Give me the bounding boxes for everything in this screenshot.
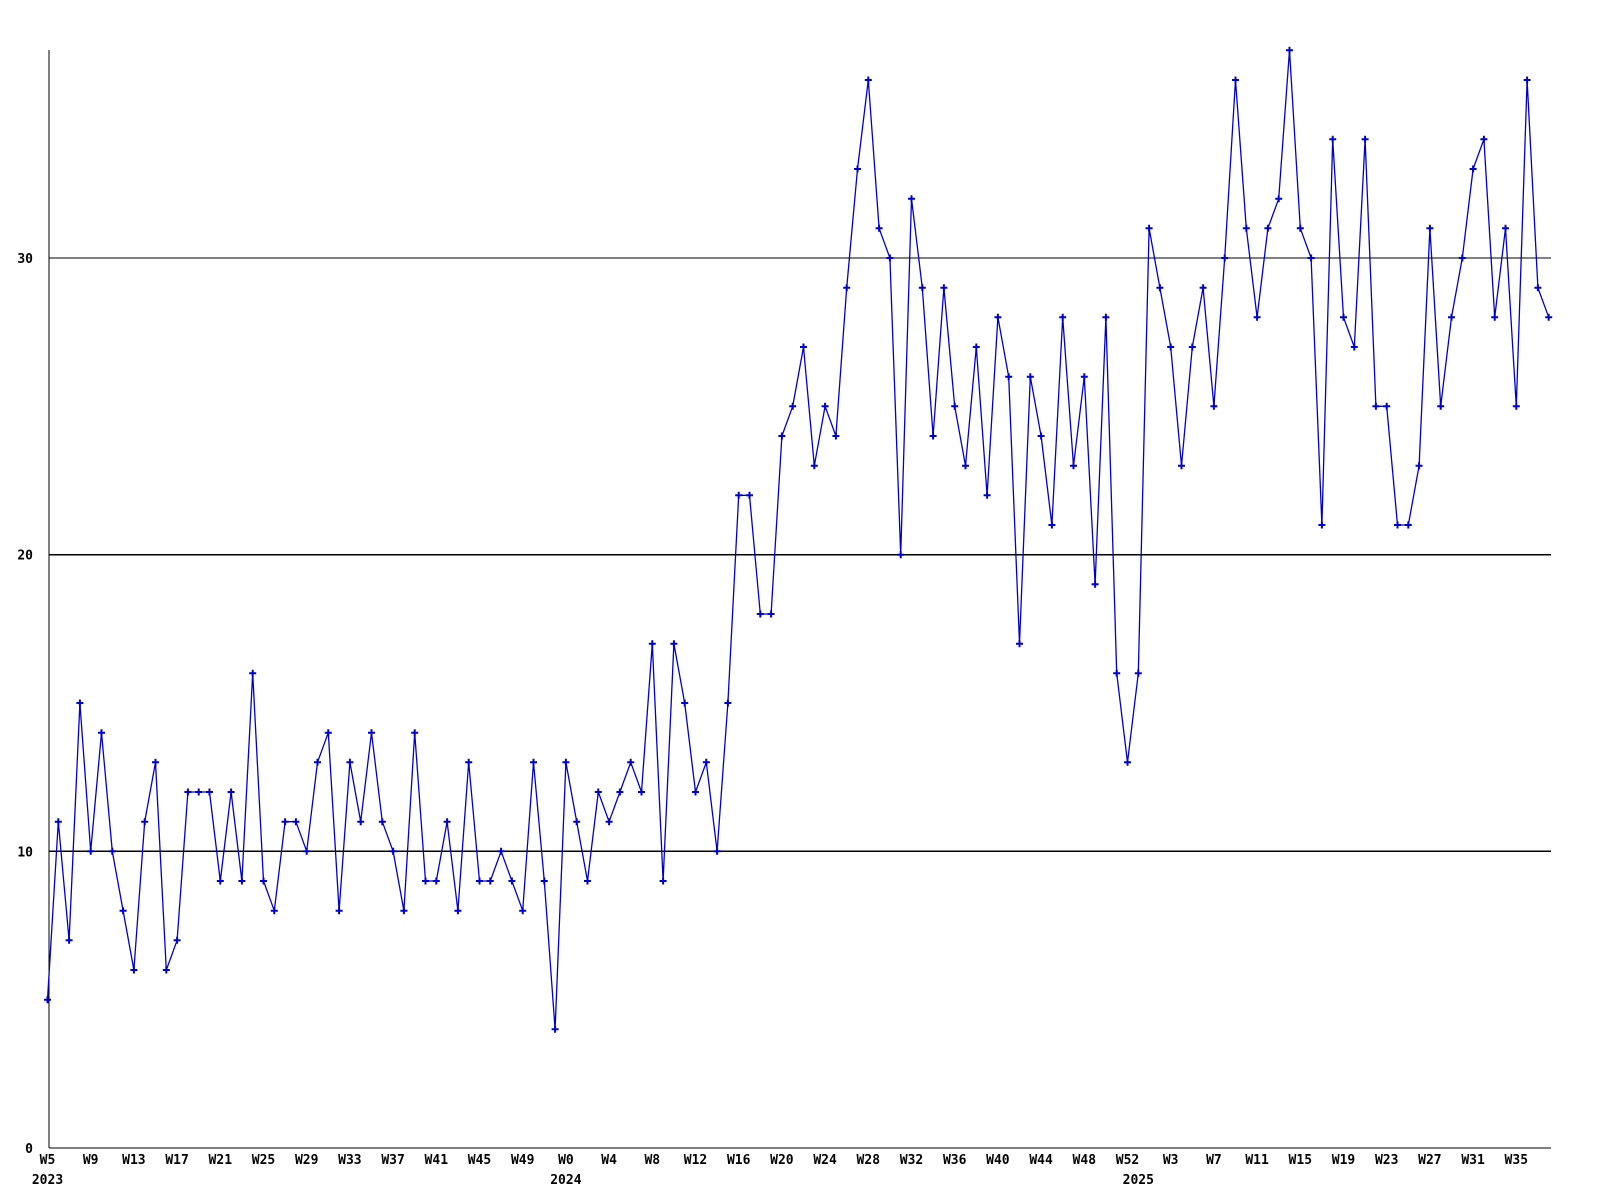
x-tick-label: W19	[1332, 1153, 1355, 1168]
x-tick-label: W17	[165, 1153, 188, 1168]
x-tick-label: W21	[209, 1153, 233, 1168]
x-tick-label: W45	[468, 1153, 491, 1168]
x-tick-label: W36	[943, 1153, 967, 1168]
x-tick-label: W40	[986, 1153, 1010, 1168]
x-tick-label: W49	[511, 1153, 534, 1168]
y-tick-label: 30	[17, 252, 33, 267]
x-tick-label: W24	[813, 1153, 837, 1168]
y-tick-label: 20	[17, 549, 33, 564]
y-tick-label: 0	[25, 1142, 33, 1157]
x-tick-label: W52	[1116, 1153, 1139, 1168]
x-tick-label: W35	[1505, 1153, 1528, 1168]
x-tick-label: W44	[1029, 1153, 1053, 1168]
x-tick-label: W48	[1073, 1153, 1097, 1168]
x-tick-label: W32	[900, 1153, 923, 1168]
x-tick-label: W20	[770, 1153, 794, 1168]
x-tick-label: W11	[1245, 1153, 1269, 1168]
x-tick-label: W3	[1163, 1153, 1179, 1168]
x-tick-label: W28	[857, 1153, 881, 1168]
x-tick-label: W16	[727, 1153, 751, 1168]
x-tick-label: W9	[83, 1153, 99, 1168]
x-tick-label: W37	[381, 1153, 404, 1168]
x-tick-label: W7	[1206, 1153, 1222, 1168]
x-tick-label: W41	[425, 1153, 449, 1168]
x-tick-label: W12	[684, 1153, 707, 1168]
x-tick-label: W13	[122, 1153, 145, 1168]
x-tick-label: W31	[1461, 1153, 1485, 1168]
x-tick-label: W27	[1418, 1153, 1441, 1168]
year-label: 2023	[32, 1173, 63, 1188]
data-line	[46, 49, 1550, 1030]
x-tick-label: W4	[601, 1153, 617, 1168]
x-tick-label: W8	[644, 1153, 660, 1168]
year-label: 2025	[1123, 1173, 1154, 1188]
x-tick-label: W15	[1289, 1153, 1312, 1168]
x-tick-label: W29	[295, 1153, 318, 1168]
x-tick-label: W23	[1375, 1153, 1398, 1168]
data-point-markers	[44, 46, 1553, 1033]
year-label: 2024	[550, 1173, 581, 1188]
x-tick-label: W5	[40, 1153, 56, 1168]
x-tick-label: W25	[252, 1153, 275, 1168]
x-tick-label: W0	[558, 1153, 574, 1168]
x-tick-label: W33	[338, 1153, 361, 1168]
y-tick-label: 10	[17, 845, 33, 860]
